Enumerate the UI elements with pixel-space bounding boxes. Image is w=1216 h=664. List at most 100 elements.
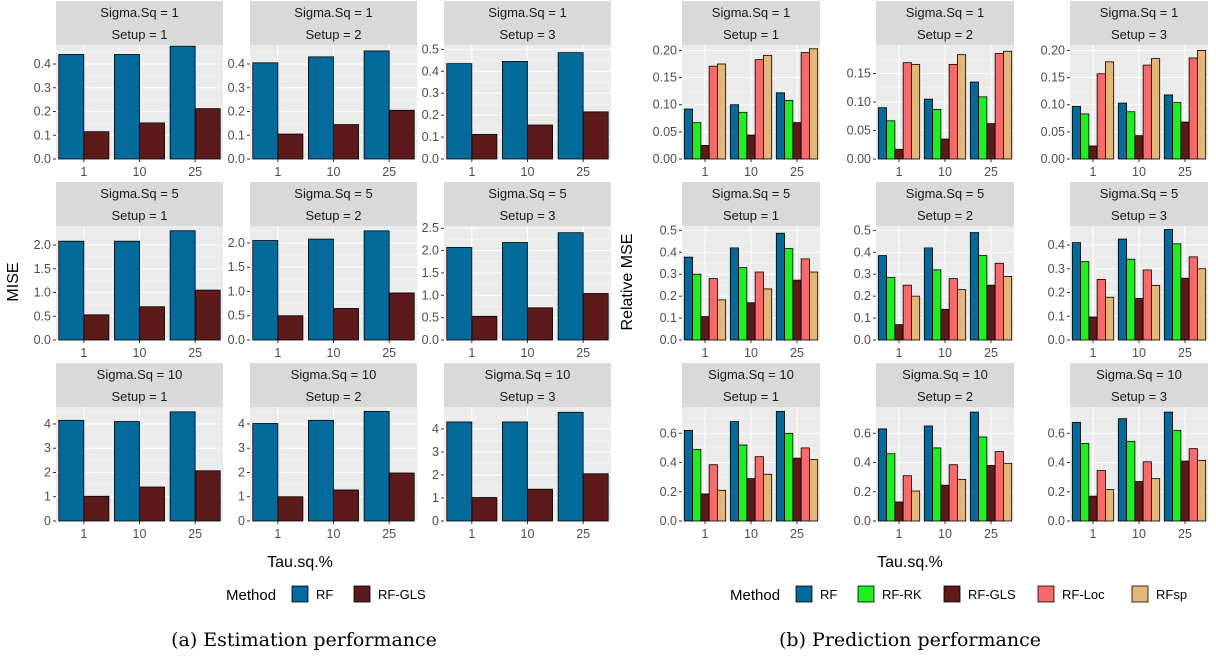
- bar-rf-loc: [754, 271, 764, 341]
- bar-rfsp: [1151, 478, 1161, 522]
- y-tick-label: 0.3: [228, 81, 245, 95]
- x-tick-label: 10: [938, 527, 952, 541]
- facet-strip-top: [1070, 363, 1208, 385]
- bar-rf-loc: [1188, 448, 1198, 522]
- bar-rf: [1117, 238, 1127, 341]
- bar-rf: [775, 92, 785, 160]
- bar-rf: [252, 423, 279, 522]
- y-tick-label: 0.5: [854, 223, 871, 237]
- y-tick-label: 2.0: [228, 236, 245, 250]
- y-tick-label: 0: [44, 514, 51, 528]
- bar-rfsp: [763, 54, 773, 160]
- bar-rf-gls: [792, 457, 802, 522]
- y-tick-label: 0.3: [34, 81, 51, 95]
- y-tick-label: 1.0: [228, 284, 245, 298]
- facet-label-sigma: Sigma.Sq = 5: [1100, 186, 1178, 201]
- x-tick-label: 25: [790, 165, 804, 179]
- bar-rfsp: [809, 459, 819, 522]
- x-tick-label: 10: [133, 527, 147, 541]
- y-tick-label: 0.1: [228, 128, 245, 142]
- x-tick-label: 25: [1178, 527, 1192, 541]
- facet-panel: Sigma.Sq = 5 Setup = 3 0.0 0.1 0.2 0.3 0.4 1 10 2…: [1048, 182, 1208, 360]
- y-tick-label: 0.5: [422, 311, 439, 325]
- x-tick-label: 10: [938, 165, 952, 179]
- bar-rf-gls: [792, 122, 802, 160]
- bar-rf-gls: [986, 284, 996, 341]
- bar-rf: [1163, 411, 1173, 522]
- facet-panel: Sigma.Sq = 10 Setup = 3 0.0 0.2 0.4 0.6 1 10 25: [1048, 363, 1208, 541]
- y-tick-label: 0.0: [228, 333, 245, 347]
- y-tick-label: 0.1: [854, 311, 871, 325]
- bar-rfsp: [809, 271, 819, 341]
- bar-rf-gls: [582, 293, 609, 341]
- x-tick-label: 1: [468, 165, 475, 179]
- bar-rf: [446, 247, 473, 341]
- bar-rf-gls: [1134, 481, 1144, 522]
- legend-label: RF-Loc: [1062, 587, 1105, 602]
- bar-rf: [1071, 242, 1081, 341]
- bar-rfsp: [1105, 296, 1115, 341]
- y-tick-label: 0.0: [34, 152, 51, 166]
- bar-rf-gls: [1180, 460, 1190, 522]
- bar-rf-gls: [792, 279, 802, 341]
- bar-rf: [877, 107, 887, 160]
- bar-rf-rk: [784, 432, 794, 522]
- bar-rf-rk: [738, 267, 748, 341]
- bar-rf-gls: [1180, 121, 1190, 160]
- bar-rf: [308, 419, 334, 522]
- x-tick-label: 1: [80, 165, 87, 179]
- x-tick-label: 25: [1178, 346, 1192, 360]
- x-tick-label: 25: [1178, 165, 1192, 179]
- bar-rf-gls: [1088, 316, 1098, 341]
- bar-rf-gls: [333, 124, 359, 160]
- y-tick-label: 0.15: [1041, 71, 1065, 85]
- bar-rf-loc: [902, 284, 912, 341]
- bar-rfsp: [911, 295, 921, 341]
- bar-rf: [363, 230, 390, 341]
- bar-rf: [502, 421, 528, 522]
- facet-panel: Sigma.Sq = 10 Setup = 2 0.0 0.2 0.4 0.6 1 10 25: [854, 363, 1014, 541]
- bar-rfsp: [911, 63, 921, 160]
- y-tick-label: 0.4: [422, 64, 439, 78]
- facet-panel: Sigma.Sq = 1 Setup = 2 0.00 0.05 0.10 0.15 1 10…: [847, 1, 1014, 179]
- bar-rf-loc: [800, 258, 810, 341]
- y-tick-label: 1: [44, 490, 51, 504]
- bar-rf-gls: [700, 493, 710, 522]
- x-tick-label: 10: [744, 165, 758, 179]
- facet-strip-top: [1070, 182, 1208, 204]
- facet-panel: Sigma.Sq = 5 Setup = 2 0.0 0.5 1.0 1.5 2.0 1 10 2…: [228, 182, 417, 360]
- y-tick-label: 0.3: [1048, 262, 1065, 276]
- facet-strip-top: [250, 1, 417, 23]
- x-tick-label: 25: [984, 527, 998, 541]
- bar-rf-loc: [754, 456, 764, 522]
- x-tick-label: 1: [702, 165, 709, 179]
- bar-rf-rk: [886, 277, 896, 341]
- legend-label: RF-GLS: [378, 587, 426, 602]
- y-tick-label: 0.05: [847, 124, 871, 138]
- facet-panel: Sigma.Sq = 5 Setup = 1 0.0 0.5 1.0 1.5 2.0 1 10 2…: [34, 182, 223, 360]
- bar-rf-rk: [692, 273, 702, 341]
- bar-rf-gls: [471, 134, 498, 160]
- bar-rf-gls: [333, 308, 359, 341]
- y-tick-label: 2.0: [422, 244, 439, 258]
- bar-rf: [169, 45, 196, 160]
- y-tick-label: 2: [432, 468, 439, 482]
- bar-rf-gls: [471, 315, 498, 341]
- x-tick-label: 10: [1132, 527, 1146, 541]
- y-tick-label: 0.4: [1048, 456, 1065, 470]
- bar-rf: [557, 52, 584, 160]
- facet-label-sigma: Sigma.Sq = 10: [902, 367, 988, 382]
- facet-strip-bottom: [250, 385, 417, 407]
- bar-rf-loc: [994, 262, 1004, 341]
- y-tick-label: 0.10: [653, 98, 677, 112]
- bar-rf: [729, 247, 739, 341]
- bar-rf-loc: [994, 53, 1004, 160]
- x-tick-label: 25: [188, 346, 202, 360]
- bar-rf: [729, 104, 739, 160]
- bar-rf: [557, 411, 584, 522]
- bar-rf-gls: [388, 292, 415, 341]
- facet-strip-top: [876, 363, 1014, 385]
- bar-rf-gls: [940, 138, 950, 160]
- bar-rf-gls: [139, 122, 165, 160]
- x-tick-label: 1: [1090, 527, 1097, 541]
